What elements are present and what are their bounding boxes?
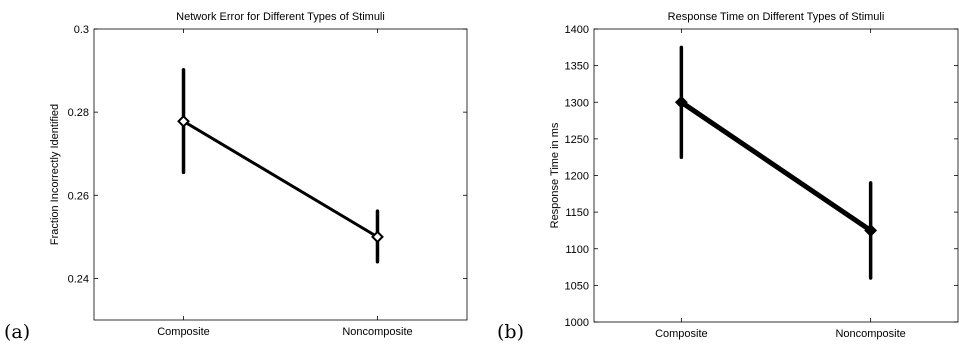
y-tick-label: 1400 [565, 24, 589, 36]
x-tick-label: Noncomposite [342, 326, 412, 338]
x-tick-label: Composite [157, 326, 210, 338]
series-line [679, 100, 873, 233]
y-tick-label: 0.24 [68, 273, 89, 285]
chart-panel-2: Response Time on Different Types of Stim… [497, 11, 959, 343]
y-tick-label: 0.3 [74, 24, 89, 36]
x-tick-label: Composite [655, 328, 708, 340]
data-point [864, 224, 878, 237]
chart-panel-1: Network Error for Different Types of Sti… [4, 11, 468, 343]
chart-title: Network Error for Different Types of Sti… [176, 11, 385, 23]
x-tick-label: Noncomposite [835, 328, 905, 340]
data-point [177, 114, 190, 128]
plot-frame [93, 28, 468, 321]
y-tick-label: 1300 [565, 97, 589, 109]
data-point [371, 230, 384, 244]
y-tick-label: 0.28 [68, 107, 89, 119]
series-line [182, 119, 379, 239]
y-tick-label: 1100 [565, 244, 589, 256]
y-tick-label: 1050 [565, 280, 589, 292]
chart-title: Response Time on Different Types of Stim… [668, 11, 885, 23]
y-axis-label: Response Time in ms [549, 122, 561, 228]
y-tick-label: 1250 [565, 134, 589, 146]
y-axis-label: Fraction Incorrectly Identified [49, 104, 61, 245]
y-tick-label: 0.26 [68, 190, 89, 202]
y-tick-label: 1200 [565, 171, 589, 183]
plot-frame [593, 28, 959, 323]
y-tick-label: 1350 [565, 61, 589, 73]
data-point [674, 95, 688, 109]
panel-label: (a) [4, 321, 30, 343]
y-tick-label: 1000 [565, 317, 589, 329]
y-tick-label: 1150 [565, 207, 589, 219]
panel-label: (b) [497, 321, 524, 343]
